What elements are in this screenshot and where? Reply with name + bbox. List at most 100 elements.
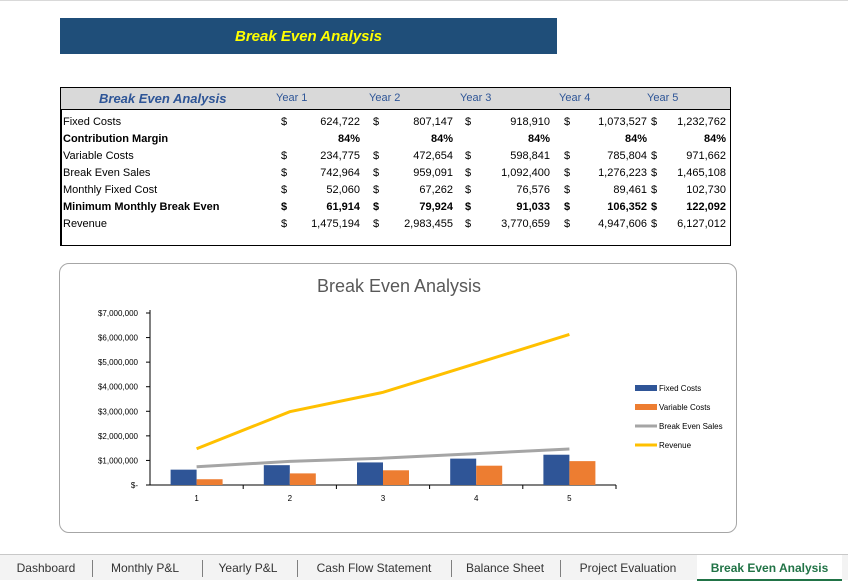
- cell-value[interactable]: 84%: [624, 133, 647, 145]
- cell-value[interactable]: 1,073,527: [598, 116, 647, 128]
- tab-monthly-pl[interactable]: Monthly P&L: [110, 561, 180, 575]
- table-row: Variable Costs $234,775 $472,654 $598,841 $7…: [61, 148, 730, 165]
- currency-symbol: $: [564, 184, 571, 196]
- currency-symbol: $: [281, 218, 288, 230]
- cell-value[interactable]: 84%: [527, 133, 550, 145]
- legend-label: Break Even Sales: [659, 422, 723, 431]
- year-header-3: Year 3: [460, 92, 492, 104]
- line-revenue: [196, 333, 570, 451]
- currency-symbol: $: [373, 201, 380, 213]
- chart-canvas: Break Even Analysis $- $1,000,000 $2,000,00…: [98, 276, 723, 503]
- cell-value[interactable]: 2,983,455: [404, 218, 453, 230]
- y-tick-label: $3,000,000: [98, 407, 139, 416]
- x-tick-label: 1: [194, 494, 199, 503]
- y-tick-label: $4,000,000: [98, 383, 139, 392]
- cell-value[interactable]: 1,276,223: [598, 167, 647, 179]
- currency-symbol: $: [373, 167, 380, 179]
- currency-symbol: $: [564, 218, 571, 230]
- currency-symbol: $: [651, 116, 658, 128]
- cell-value[interactable]: 106,352: [607, 201, 647, 213]
- cell-value[interactable]: 91,033: [516, 201, 550, 213]
- sheet-tab-bar: Dashboard Monthly P&L Yearly P&L Cash Fl…: [0, 554, 848, 581]
- currency-symbol: $: [465, 116, 472, 128]
- cell-value[interactable]: 742,964: [320, 167, 360, 179]
- y-tick-label: $1,000,000: [98, 456, 139, 465]
- bar-fixed-costs: [170, 469, 197, 485]
- legend-swatch: [635, 404, 657, 410]
- sheet-gridline: [0, 0, 848, 1]
- currency-symbol: $: [564, 201, 571, 213]
- cell-value[interactable]: 807,147: [413, 116, 453, 128]
- tab-break-even-analysis[interactable]: Break Even Analysis: [697, 555, 842, 581]
- cell-value[interactable]: 84%: [703, 133, 726, 145]
- y-tick-label: $5,000,000: [98, 358, 139, 367]
- cell-value[interactable]: 785,804: [607, 150, 647, 162]
- year-header-2: Year 2: [369, 92, 401, 104]
- tab-separator: [451, 560, 452, 577]
- banner-title: Break Even Analysis: [234, 27, 383, 45]
- table-header-title: Break Even Analysis: [99, 91, 227, 106]
- row-label: Revenue: [63, 218, 108, 230]
- cell-value[interactable]: 89,461: [613, 184, 647, 196]
- cell-value[interactable]: 67,262: [419, 184, 453, 196]
- cell-value[interactable]: 4,947,606: [598, 218, 647, 230]
- line-break-even-sales: [196, 447, 570, 469]
- y-tick-label: $-: [131, 481, 138, 490]
- cell-value[interactable]: 959,091: [413, 167, 453, 179]
- currency-symbol: $: [465, 167, 472, 179]
- cell-value[interactable]: 6,127,012: [677, 218, 726, 230]
- cell-value[interactable]: 79,924: [419, 201, 453, 213]
- bar-variable-costs: [196, 479, 223, 485]
- cell-value[interactable]: 61,914: [326, 201, 360, 213]
- currency-symbol: $: [373, 218, 380, 230]
- cell-value[interactable]: 52,060: [326, 184, 360, 196]
- currency-symbol: $: [651, 218, 658, 230]
- currency-symbol: $: [465, 201, 472, 213]
- cell-value[interactable]: 1,465,108: [677, 167, 726, 179]
- break-even-chart[interactable]: Break Even Analysis $- $1,000,000 $2,000,00…: [59, 263, 737, 533]
- row-label: Contribution Margin: [63, 133, 169, 145]
- cell-value[interactable]: 84%: [430, 133, 453, 145]
- tab-dashboard[interactable]: Dashboard: [16, 561, 76, 575]
- cell-value[interactable]: 1,475,194: [311, 218, 360, 230]
- currency-symbol: $: [281, 201, 288, 213]
- currency-symbol: $: [651, 201, 658, 213]
- bar-fixed-costs: [450, 458, 477, 485]
- y-tick-label: $7,000,000: [98, 309, 139, 318]
- tab-yearly-pl[interactable]: Yearly P&L: [218, 561, 278, 575]
- cell-value[interactable]: 598,841: [510, 150, 550, 162]
- currency-symbol: $: [564, 167, 571, 179]
- tab-project-evaluation[interactable]: Project Evaluation: [579, 561, 677, 575]
- bar-fixed-costs: [543, 454, 570, 485]
- y-tick-label: $2,000,000: [98, 432, 139, 441]
- currency-symbol: $: [281, 167, 288, 179]
- cell-value[interactable]: 76,576: [516, 184, 550, 196]
- table-header: Break Even Analysis Year 1 Year 2 Year 3…: [61, 88, 730, 110]
- cell-value[interactable]: 102,730: [686, 184, 726, 196]
- tab-cash-flow-statement[interactable]: Cash Flow Statement: [316, 561, 432, 575]
- cell-value[interactable]: 3,770,659: [501, 218, 550, 230]
- cell-value[interactable]: 234,775: [320, 150, 360, 162]
- bar-fixed-costs: [263, 465, 290, 485]
- legend-label: Variable Costs: [659, 403, 710, 412]
- legend-label: Revenue: [659, 441, 692, 450]
- cell-value[interactable]: 122,092: [686, 201, 726, 213]
- break-even-table: Break Even Analysis Year 1 Year 2 Year 3…: [60, 87, 731, 246]
- year-header-4: Year 4: [559, 92, 591, 104]
- cell-value[interactable]: 1,092,400: [501, 167, 550, 179]
- tab-balance-sheet[interactable]: Balance Sheet: [465, 561, 545, 575]
- cell-value[interactable]: 84%: [337, 133, 360, 145]
- currency-symbol: $: [281, 150, 288, 162]
- cell-value[interactable]: 472,654: [413, 150, 453, 162]
- row-label: Break Even Sales: [63, 167, 151, 179]
- cell-value[interactable]: 918,910: [510, 116, 550, 128]
- tab-separator: [560, 560, 561, 577]
- cell-value[interactable]: 971,662: [686, 150, 726, 162]
- y-tick-label: $6,000,000: [98, 334, 139, 343]
- legend-swatch: [635, 385, 657, 391]
- currency-symbol: $: [373, 150, 380, 162]
- title-banner: Break Even Analysis: [60, 18, 557, 54]
- cell-value[interactable]: 1,232,762: [677, 116, 726, 128]
- tab-separator: [92, 560, 93, 577]
- cell-value[interactable]: 624,722: [320, 116, 360, 128]
